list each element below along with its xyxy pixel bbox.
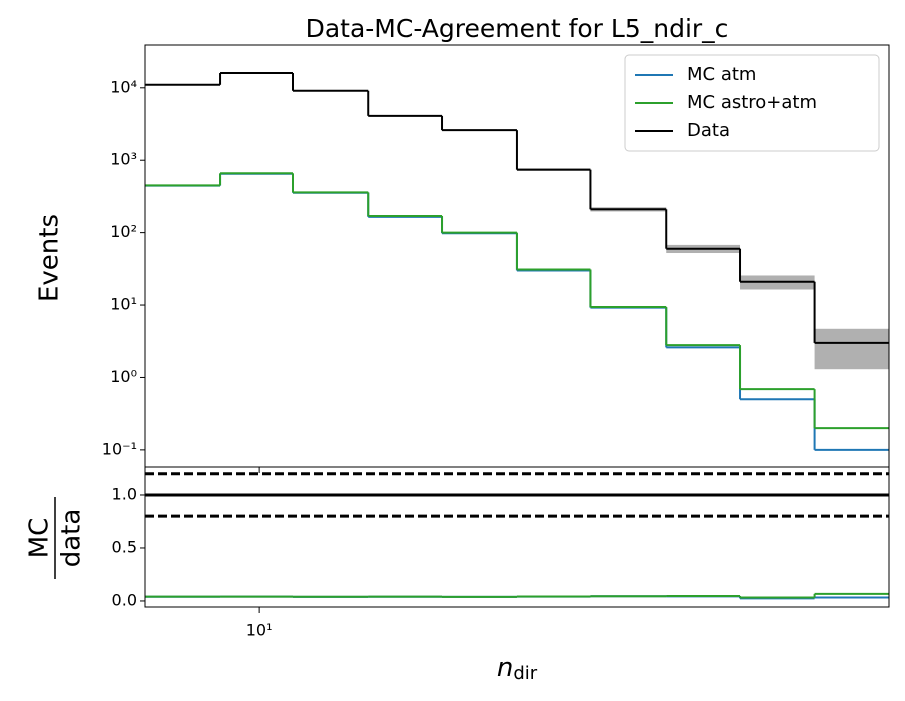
y-tick-label: 10¹ — [110, 295, 137, 314]
x-tick-label: 10¹ — [246, 621, 273, 640]
y-axis-label: Events — [35, 214, 65, 302]
y-tick-label: 10² — [110, 222, 137, 241]
error-band — [814, 328, 889, 370]
y-tick-label: 1.0 — [112, 484, 137, 503]
legend-label: Data — [687, 120, 730, 141]
legend-box — [624, 54, 880, 152]
plot-area — [145, 472, 889, 600]
y-tick-label: 10³ — [110, 150, 137, 169]
x-axis-label: ndir — [497, 653, 538, 685]
plot-area — [145, 72, 889, 451]
legend-label: MC atm — [687, 64, 756, 85]
x-axis-label-sub: dir — [513, 663, 537, 684]
y-tick-label: 10⁻¹ — [102, 439, 137, 458]
y-axis-label-numerator: MC — [25, 518, 55, 559]
y-tick-label: 10⁴ — [110, 77, 137, 96]
chart-title: Data-MC-Agreement for L5_ndir_c — [306, 14, 729, 43]
y-tick-label: 0.5 — [112, 537, 137, 556]
y-axis-label-denominator: data — [57, 509, 87, 568]
x-axis-label-main: n — [497, 653, 513, 683]
y-tick-label: 0.0 — [112, 590, 137, 609]
legend-label: MC astro+atm — [687, 92, 817, 113]
axes-frame — [144, 466, 890, 608]
y-tick-label: 10⁰ — [110, 367, 137, 386]
